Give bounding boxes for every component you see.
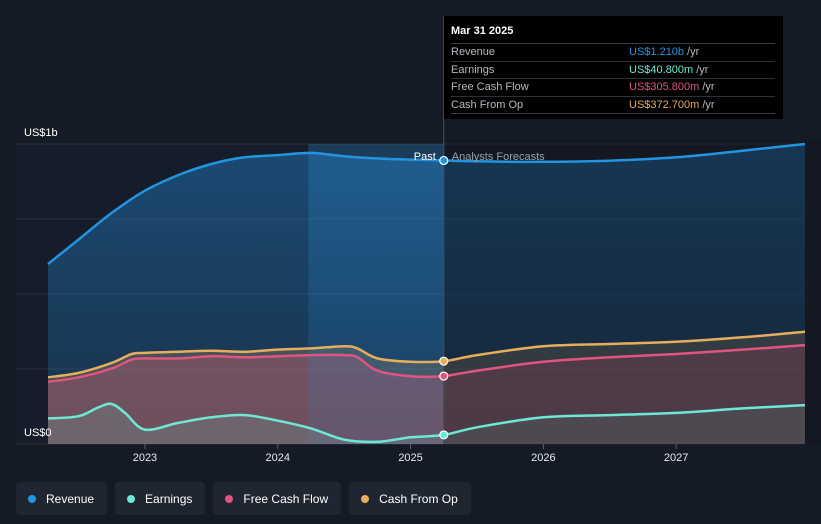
tooltip-row-earnings: Earnings US$40.800m /yr (451, 62, 775, 79)
tooltip-row-unit: /yr (696, 63, 709, 76)
chart-legend: Revenue Earnings Free Cash Flow Cash Fro… (16, 482, 471, 515)
tooltip-row-unit: /yr (702, 98, 715, 111)
past-highlight-band (308, 144, 444, 444)
legend-label: Free Cash Flow (243, 491, 329, 506)
forecast-shade (443, 140, 821, 445)
tooltip-row-value: US$372.700m (629, 98, 700, 111)
legend-item-revenue[interactable]: Revenue (16, 482, 108, 515)
legend-item-earnings[interactable]: Earnings (115, 482, 206, 515)
legend-item-free-cash-flow[interactable]: Free Cash Flow (213, 482, 342, 515)
tooltip-row-cash-from-op: Cash From Op US$372.700m /yr (451, 97, 775, 114)
line-earnings (47, 402, 806, 444)
legend-label: Cash From Op (379, 491, 458, 506)
tooltip-row-unit: /yr (687, 46, 700, 58)
tooltip-row-unit: /yr (702, 81, 715, 93)
tooltip-row-name: Free Cash Flow (451, 81, 529, 93)
tooltip-row-revenue: Revenue US$1.210b /yr (451, 44, 775, 62)
legend-dot-icon (127, 494, 136, 503)
tooltip-row-value: US$40.800m (629, 63, 694, 76)
legend-label: Revenue (46, 491, 95, 506)
line-cash-from-op (47, 330, 806, 379)
tooltip-row-value: US$1.210b (629, 46, 685, 58)
y-axis-bottom-label: US$0 (24, 427, 52, 439)
marker-free-cash-flow (439, 371, 449, 381)
tooltip-row-name: Cash From Op (451, 98, 524, 111)
tooltip-date: Mar 31 2025 (451, 24, 775, 44)
legend-dot-icon (361, 494, 370, 503)
marker-revenue (439, 155, 449, 166)
line-revenue (47, 142, 806, 265)
tooltip-row-free-cash-flow: Free Cash Flow US$305.800m /yr (451, 79, 775, 97)
tooltip-row-name: Earnings (451, 63, 495, 76)
x-tick-label: 2027 (664, 452, 688, 464)
legend-item-cash-from-op[interactable]: Cash From Op (349, 482, 471, 515)
line-free-cash-flow (47, 343, 806, 384)
legend-label: Earnings (145, 491, 193, 506)
x-tick-label: 2024 (266, 452, 290, 464)
x-tick-label: 2026 (531, 452, 555, 464)
marker-cash-from-op (439, 356, 449, 366)
hover-tooltip: Mar 31 2025 Revenue US$1.210b /yr Earnin… (444, 16, 783, 119)
legend-dot-icon (225, 494, 234, 503)
tooltip-row-value: US$305.800m (629, 81, 700, 93)
area-earnings (48, 403, 805, 444)
forecast-label: Analysts Forecasts (452, 151, 545, 163)
legend-dot-icon (28, 494, 36, 503)
series-lines (47, 142, 806, 444)
forecast-overlay (443, 140, 821, 445)
hover-markers (439, 155, 449, 440)
tooltip-row-name: Revenue (451, 46, 496, 58)
x-tick-label: 2025 (398, 452, 422, 464)
x-axis-ticks: 2023 2024 2025 2026 2027 (133, 444, 688, 464)
marker-earnings (439, 430, 449, 440)
x-tick-label: 2023 (133, 452, 157, 464)
y-axis-top-label: US$1b (24, 127, 58, 139)
past-label: Past (414, 151, 436, 163)
